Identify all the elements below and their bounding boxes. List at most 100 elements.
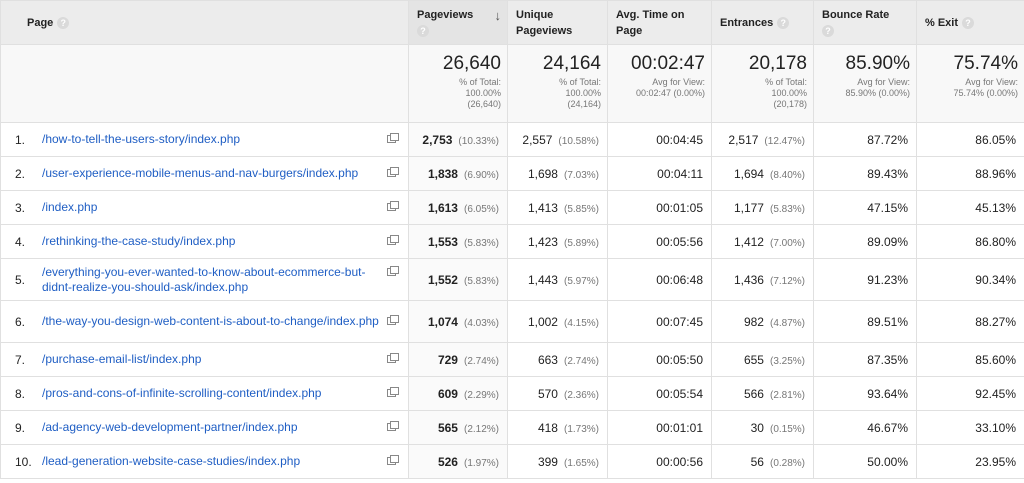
table-row: 6. /the-way-you-design-web-content-is-abo… [0,300,1024,343]
page-link[interactable]: /purchase-email-list/index.php [42,352,202,367]
exit-cell: 33.10% [916,410,1024,445]
pageviews-value: 2,753 [422,132,453,147]
pageviews-cell: 1,838 (6.90%) [408,156,508,191]
entrances-value: 56 [750,454,764,469]
open-in-new-window-icon[interactable] [387,314,399,325]
totals-percent: 100.00% [465,88,501,98]
unique-pageviews-percent: (10.58%) [558,135,599,147]
unique-pageviews-value: 418 [537,420,558,435]
entrances-percent: (5.83%) [769,203,805,215]
bounce-rate-value: 89.43% [867,166,908,181]
open-in-new-window-icon[interactable] [387,420,399,431]
exit-cell: 45.13% [916,190,1024,225]
header-page[interactable]: Page? [0,0,409,45]
pageviews-percent: (2.74%) [463,355,499,367]
unique-pageviews-percent: (5.97%) [563,275,599,287]
open-in-new-window-icon[interactable] [387,386,399,397]
avg-time-value: 00:05:54 [656,386,703,401]
totals-count: (24,164) [567,99,601,109]
avg-time-cell: 00:05:54 [607,376,712,411]
help-icon[interactable]: ? [417,25,429,38]
totals-percent: 85.90% (0.00%) [845,88,910,98]
avg-time-cell: 00:00:56 [607,444,712,479]
unique-pageviews-value: 663 [537,352,558,367]
avg-time-value: 00:01:05 [656,200,703,215]
open-in-new-window-icon[interactable] [387,352,399,363]
page-link[interactable]: /user-experience-mobile-menus-and-nav-bu… [42,166,359,181]
bounce-rate-value: 89.51% [867,314,908,329]
page-link[interactable]: /ad-agency-web-development-partner/index… [42,420,298,435]
open-in-new-window-icon[interactable] [387,454,399,465]
page-cell: 9. /ad-agency-web-development-partner/ind… [0,410,409,445]
page-link[interactable]: /how-to-tell-the-users-story/index.php [42,132,241,147]
exit-value: 33.10% [975,420,1016,435]
open-in-new-window-icon[interactable] [387,132,399,143]
totals-label: % of Total: [559,77,601,87]
pageviews-value: 1,552 [427,272,458,287]
entrances-percent: (7.00%) [769,237,805,249]
bounce-rate-value: 50.00% [867,454,908,469]
exit-value: 88.27% [975,314,1016,329]
unique-pageviews-cell: 1,002 (4.15%) [507,300,608,343]
unique-pageviews-cell: 2,557 (10.58%) [507,122,608,157]
page-link[interactable]: /everything-you-ever-wanted-to-know-abou… [42,264,366,294]
exit-cell: 86.80% [916,224,1024,259]
pageviews-value: 729 [437,352,458,367]
open-in-new-window-icon[interactable] [387,234,399,245]
unique-pageviews-cell: 1,413 (5.85%) [507,190,608,225]
unique-pageviews-cell: 1,698 (7.03%) [507,156,608,191]
row-number: 6. [15,314,26,329]
open-in-new-window-icon[interactable] [387,166,399,177]
help-icon[interactable]: ? [962,17,975,30]
pageviews-cell: 729 (2.74%) [408,342,508,377]
pageviews-cell: 1,613 (6.05%) [408,190,508,225]
page-cell: 7. /purchase-email-list/index.php [0,342,409,377]
help-icon[interactable]: ? [777,17,790,30]
entrances-cell: 1,694 (8.40%) [711,156,814,191]
unique-pageviews-value: 1,413 [527,200,558,215]
table-row: 7. /purchase-email-list/index.php 729 (2.7… [0,342,1024,377]
page-link[interactable]: /rethinking-the-case-study/index.php [42,234,236,249]
header-unique-pageviews[interactable]: Unique Pageviews [507,0,608,45]
header-row: Page? Pageviews ↓? Unique Pageviews Avg. … [0,0,1024,45]
open-in-new-window-icon[interactable] [387,200,399,211]
page-link[interactable]: /pros-and-cons-of-infinite-scrolling-con… [42,386,322,401]
bounce-rate-cell: 89.51% [813,300,917,343]
help-icon[interactable]: ? [57,17,70,30]
totals-percent: 00:02:47 (0.00%) [635,88,705,98]
pageviews-percent: (10.33%) [458,135,499,147]
table-row: 10. /lead-generation-website-case-studies… [0,444,1024,479]
totals-unique-pageviews: 24,164 % of Total: 100.00% (24,164) [507,44,608,123]
bounce-rate-cell: 50.00% [813,444,917,479]
header-exit[interactable]: % Exit? [916,0,1024,45]
pageviews-cell: 1,552 (5.83%) [408,258,508,301]
page-cell: 4. /rethinking-the-case-study/index.php [0,224,409,259]
avg-time-cell: 00:07:45 [607,300,712,343]
page-cell: 10. /lead-generation-website-case-studies… [0,444,409,479]
pageviews-cell: 1,553 (5.83%) [408,224,508,259]
header-bounce-rate[interactable]: Bounce Rate? [813,0,917,45]
table-row: 9. /ad-agency-web-development-partner/ind… [0,410,1024,445]
entrances-value: 1,412 [733,234,764,249]
pageviews-value: 609 [437,386,458,401]
open-in-new-window-icon[interactable] [387,265,399,276]
avg-time-value: 00:01:01 [656,420,703,435]
entrances-cell: 566 (2.81%) [711,376,814,411]
header-entrances[interactable]: Entrances? [711,0,814,45]
entrances-cell: 1,412 (7.00%) [711,224,814,259]
pageviews-percent: (2.12%) [463,423,499,435]
row-number: 7. [15,352,26,367]
header-pageviews[interactable]: Pageviews ↓? [408,0,508,45]
exit-value: 45.13% [975,200,1016,215]
unique-pageviews-percent: (7.03%) [563,169,599,181]
help-icon[interactable]: ? [822,25,834,38]
page-link[interactable]: /the-way-you-design-web-content-is-about… [42,314,379,329]
sort-down-arrow-icon[interactable]: ↓ [494,8,502,23]
unique-pageviews-cell: 663 (2.74%) [507,342,608,377]
header-pageviews-label: Pageviews [417,9,474,21]
header-avg-time[interactable]: Avg. Time on Page [607,0,712,45]
page-link[interactable]: /index.php [42,200,98,215]
table-row: 4. /rethinking-the-case-study/index.php 1… [0,224,1024,259]
page-link[interactable]: /lead-generation-website-case-studies/in… [42,454,301,469]
totals-label: % of Total: [459,77,501,87]
